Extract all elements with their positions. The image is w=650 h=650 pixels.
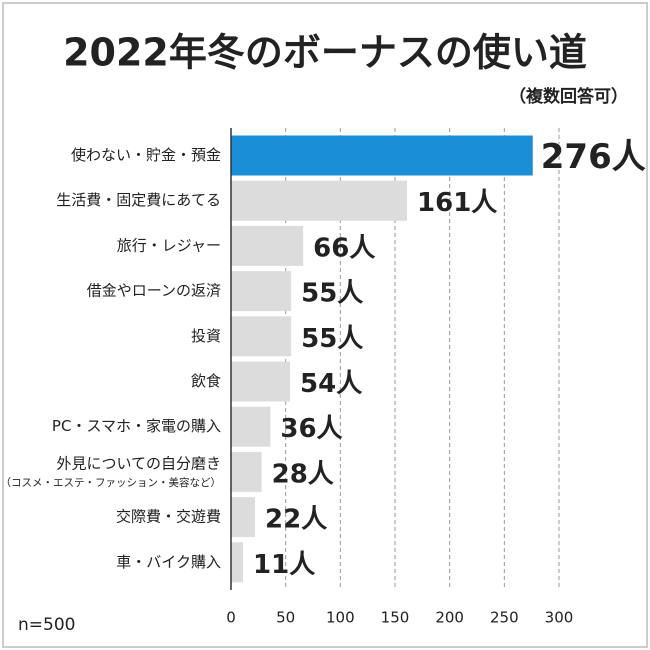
x-tick-label: 250 bbox=[490, 609, 519, 627]
y-tick-label: 借金やローンの返済 bbox=[87, 282, 221, 300]
y-tick-label: 交際費・交遊費 bbox=[116, 508, 221, 526]
x-tick-label: 100 bbox=[326, 609, 355, 627]
value-label: 22人 bbox=[265, 505, 327, 535]
y-tick-sublabel: （コスメ・エステ・ファッション・美容など） bbox=[1, 476, 222, 489]
y-tick-label: 外見についての自分磨き bbox=[56, 454, 221, 472]
bar bbox=[231, 361, 291, 402]
bar bbox=[231, 271, 292, 312]
bar bbox=[231, 180, 408, 221]
bar bbox=[231, 406, 271, 447]
x-tick-label: 0 bbox=[226, 609, 236, 627]
value-label: 66人 bbox=[313, 233, 375, 263]
bar bbox=[231, 135, 533, 176]
value-label: 55人 bbox=[301, 324, 363, 354]
bar bbox=[231, 316, 292, 357]
x-tick-label: 50 bbox=[276, 609, 295, 627]
x-tick-label: 200 bbox=[435, 609, 464, 627]
value-label: 28人 bbox=[272, 459, 334, 489]
value-label: 55人 bbox=[301, 279, 363, 309]
value-label: 161人 bbox=[417, 188, 497, 218]
y-tick-label: 車・バイク購入 bbox=[116, 553, 221, 571]
y-tick-label: 使わない・貯金・預金 bbox=[71, 146, 221, 164]
sample-note: n=500 bbox=[18, 615, 75, 635]
y-tick-label: 生活費・固定費にあてる bbox=[56, 191, 221, 209]
value-label: 276人 bbox=[541, 137, 646, 177]
x-tick-label: 150 bbox=[381, 609, 410, 627]
chart-subtitle: （複数回答可） bbox=[509, 86, 628, 107]
value-label: 36人 bbox=[280, 414, 342, 444]
y-tick-label: 飲食 bbox=[191, 372, 221, 390]
bar bbox=[231, 542, 244, 583]
y-tick-label: 投資 bbox=[191, 327, 221, 345]
bar bbox=[231, 451, 262, 492]
y-tick-label: 旅行・レジャー bbox=[117, 236, 221, 254]
bar bbox=[231, 497, 256, 538]
bar bbox=[231, 225, 304, 266]
y-tick-label: PC・スマホ・家電の購入 bbox=[52, 417, 221, 435]
value-label: 54人 bbox=[300, 369, 362, 399]
chart-title: 2022年冬のボーナスの使い道 bbox=[63, 31, 587, 75]
value-label: 11人 bbox=[253, 550, 315, 580]
x-tick-label: 300 bbox=[545, 609, 574, 627]
